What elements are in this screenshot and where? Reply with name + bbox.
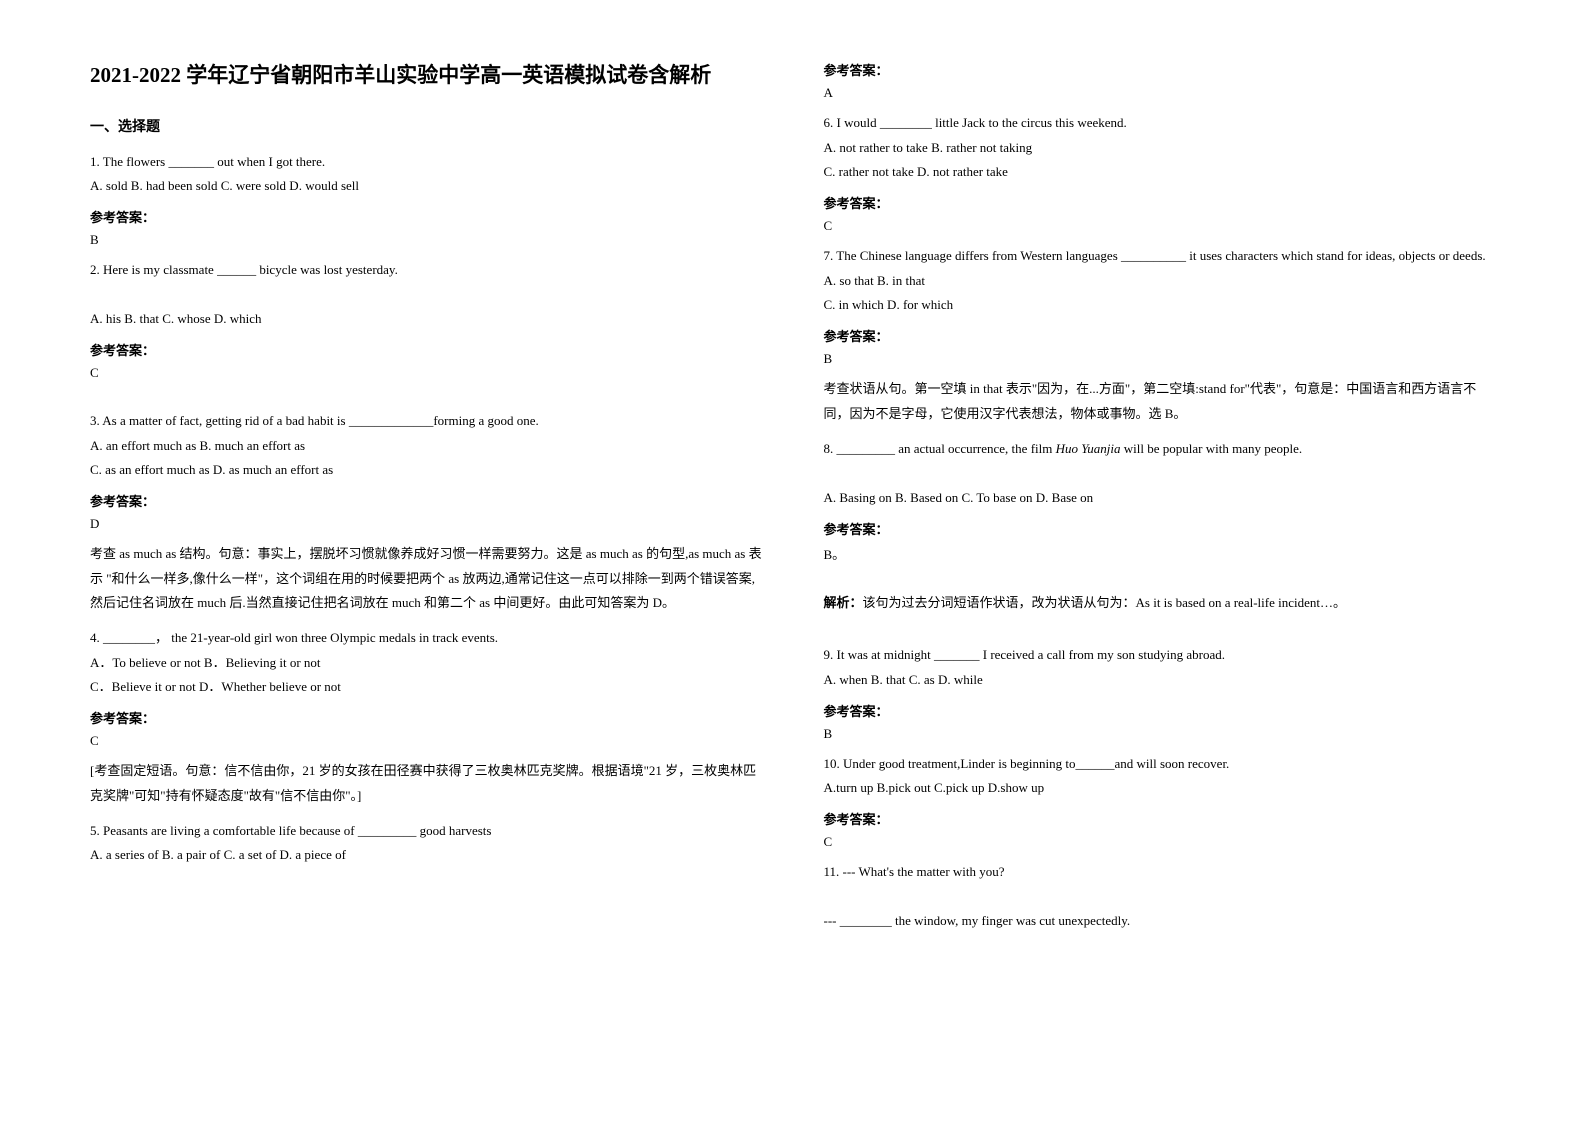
question-7: 7. The Chinese language differs from Wes… [824, 244, 1498, 318]
question-text-suffix: will be popular with many people. [1121, 441, 1303, 456]
question-options: A. a series of B. a pair of C. a set of … [90, 843, 764, 868]
question-options: A. Basing on B. Based on C. To base on D… [824, 486, 1498, 511]
question-text: 11. --- What's the matter with you? [824, 860, 1498, 885]
answer-label: 参考答案： [90, 491, 764, 510]
question-text-2: --- ________ the window, my finger was c… [824, 909, 1498, 934]
question-text: 1. The flowers _______ out when I got th… [90, 150, 764, 175]
question-text: 4. ________， the 21-year-old girl won th… [90, 626, 764, 651]
question-options: A.turn up B.pick out C.pick up D.show up [824, 776, 1498, 801]
answer-label: 参考答案： [824, 326, 1498, 345]
question-options-b: C. rather not take D. not rather take [824, 160, 1498, 185]
question-options-a: A. an effort much as B. much an effort a… [90, 434, 764, 459]
document-title: 2021-2022 学年辽宁省朝阳市羊山实验中学高一英语模拟试卷含解析 [90, 60, 764, 92]
answer-label: 参考答案： [90, 340, 764, 359]
question-4: 4. ________， the 21-year-old girl won th… [90, 626, 764, 700]
question-8: 8. _________ an actual occurrence, the f… [824, 437, 1498, 511]
answer: C [824, 834, 1498, 850]
answer-label: 参考答案： [824, 519, 1498, 538]
right-column: 参考答案： A 6. I would ________ little Jack … [824, 60, 1498, 1062]
question-6: 6. I would ________ little Jack to the c… [824, 111, 1498, 185]
answer-label: 参考答案： [824, 809, 1498, 828]
explanation: 考查 as much as 结构。句意：事实上，摆脱坏习惯就像养成好习惯一样需要… [90, 542, 764, 616]
question-3: 3. As a matter of fact, getting rid of a… [90, 409, 764, 483]
question-text: 6. I would ________ little Jack to the c… [824, 111, 1498, 136]
question-text: 5. Peasants are living a comfortable lif… [90, 819, 764, 844]
section-header: 一、选择题 [90, 116, 764, 136]
question-text: 8. _________ an actual occurrence, the f… [824, 437, 1498, 462]
question-5: 5. Peasants are living a comfortable lif… [90, 819, 764, 868]
question-options-a: A. so that B. in that [824, 269, 1498, 294]
question-options-a: A．To believe or not B．Believing it or no… [90, 651, 764, 676]
answer: C [824, 218, 1498, 234]
question-10: 10. Under good treatment,Linder is begin… [824, 752, 1498, 801]
answer: A [824, 85, 1498, 101]
explanation: 考查状语从句。第一空填 in that 表示"因为，在...方面"，第二空填:s… [824, 377, 1498, 426]
answer: B [824, 351, 1498, 367]
question-9: 9. It was at midnight _______ I received… [824, 643, 1498, 692]
question-options: A. his B. that C. whose D. which [90, 307, 764, 332]
answer: B [90, 232, 764, 248]
explanation: 解析：该句为过去分词短语作状语，改为状语从句为：As it is based o… [824, 591, 1498, 616]
left-column: 2021-2022 学年辽宁省朝阳市羊山实验中学高一英语模拟试卷含解析 一、选择… [90, 60, 764, 1062]
question-options: A. when B. that C. as D. while [824, 668, 1498, 693]
question-text: 3. As a matter of fact, getting rid of a… [90, 409, 764, 434]
answer: C [90, 365, 764, 381]
question-options-b: C．Believe it or not D．Whether believe or… [90, 675, 764, 700]
question-2: 2. Here is my classmate ______ bicycle w… [90, 258, 764, 332]
answer: B。 [824, 544, 1498, 563]
explanation-text: 该句为过去分词短语作状语，改为状语从句为：As it is based on a… [863, 595, 1346, 610]
question-1: 1. The flowers _______ out when I got th… [90, 150, 764, 199]
question-text-prefix: 8. _________ an actual occurrence, the f… [824, 441, 1056, 456]
answer: B [824, 726, 1498, 742]
answer-label: 参考答案： [824, 193, 1498, 212]
answer-label: 参考答案： [90, 207, 764, 226]
explanation: [考查固定短语。句意：信不信由你，21 岁的女孩在田径赛中获得了三枚奥林匹克奖牌… [90, 759, 764, 808]
answer: D [90, 516, 764, 532]
question-text: 9. It was at midnight _______ I received… [824, 643, 1498, 668]
answer-label: 参考答案： [824, 701, 1498, 720]
question-options-b: C. in which D. for which [824, 293, 1498, 318]
explanation-label: 解析： [824, 595, 863, 610]
question-text: 7. The Chinese language differs from Wes… [824, 244, 1498, 269]
question-options-a: A. not rather to take B. rather not taki… [824, 136, 1498, 161]
question-text-italic: Huo Yuanjia [1056, 441, 1121, 456]
answer: C [90, 733, 764, 749]
question-options-b: C. as an effort much as D. as much an ef… [90, 458, 764, 483]
question-11: 11. --- What's the matter with you? --- … [824, 860, 1498, 934]
answer-label: 参考答案： [824, 60, 1498, 79]
answer-label: 参考答案： [90, 708, 764, 727]
question-text: 10. Under good treatment,Linder is begin… [824, 752, 1498, 777]
question-options: A. sold B. had been sold C. were sold D.… [90, 174, 764, 199]
question-text: 2. Here is my classmate ______ bicycle w… [90, 258, 764, 283]
